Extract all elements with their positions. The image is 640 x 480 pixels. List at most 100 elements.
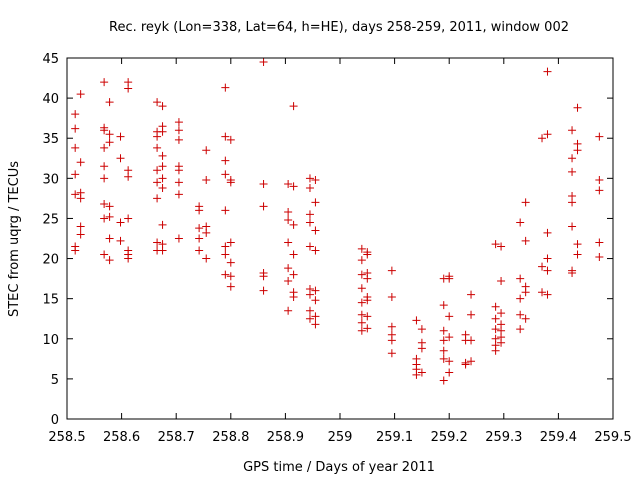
data-point (202, 175, 211, 184)
data-point (412, 354, 421, 363)
data-point (174, 118, 183, 127)
x-tick-label: 259.2 (431, 430, 468, 445)
data-point (202, 254, 211, 263)
data-point (100, 214, 109, 223)
data-point (357, 284, 366, 293)
data-point (417, 325, 426, 334)
data-point (100, 78, 109, 87)
data-point (153, 143, 162, 152)
data-point (543, 290, 552, 299)
data-point (543, 254, 552, 263)
data-point (538, 134, 547, 143)
data-point (71, 242, 80, 251)
data-point (124, 214, 133, 223)
data-point (595, 252, 604, 261)
data-point (363, 268, 372, 277)
data-point (153, 238, 162, 247)
y-tick-label: 30 (42, 172, 59, 187)
data-point (357, 310, 366, 319)
data-point (202, 222, 211, 231)
data-point (116, 154, 125, 163)
data-point (445, 333, 454, 342)
data-point (259, 286, 268, 295)
data-point (491, 240, 500, 249)
data-point (289, 182, 298, 191)
y-tick-label: 35 (42, 132, 59, 147)
data-point (174, 234, 183, 243)
data-point (497, 320, 506, 329)
data-point (259, 202, 268, 211)
data-point (568, 266, 577, 275)
x-tick-label: 258.5 (48, 430, 85, 445)
data-point (158, 220, 167, 229)
data-point (153, 194, 162, 203)
data-point (568, 191, 577, 200)
data-point (226, 272, 235, 281)
data-point (105, 130, 114, 139)
data-point (105, 256, 114, 265)
y-tick-label: 15 (42, 293, 59, 308)
y-tick-label: 45 (42, 52, 59, 67)
data-point (100, 143, 109, 152)
x-tick-label: 258.9 (267, 430, 304, 445)
data-point (76, 188, 85, 197)
data-point (100, 200, 109, 209)
data-point (467, 336, 476, 345)
data-point (116, 132, 125, 141)
data-point (221, 83, 230, 92)
data-point (568, 167, 577, 176)
data-point (311, 296, 320, 305)
x-tick-label: 259.5 (594, 430, 631, 445)
data-point (543, 266, 552, 275)
data-point (174, 126, 183, 135)
data-point (284, 216, 293, 225)
data-point (289, 250, 298, 259)
axis-ticks: 258.5 258.6 258.7 258.8 258.9 259 259.1 259.2 25… (42, 52, 631, 445)
data-point (305, 242, 314, 251)
data-point (439, 301, 448, 310)
data-point (305, 210, 314, 219)
data-point (445, 312, 454, 321)
y-tick-label: 40 (42, 92, 59, 107)
data-point (516, 310, 525, 319)
data-point (174, 135, 183, 144)
data-point (467, 310, 476, 319)
data-point (445, 357, 454, 366)
data-point (573, 139, 582, 148)
y-tick-label: 25 (42, 212, 59, 227)
data-point (305, 314, 314, 323)
y-axis-label: STEC from uqrg / TECUs (7, 161, 22, 317)
data-point (124, 78, 133, 87)
data-point (105, 234, 114, 243)
data-point (284, 277, 293, 286)
data-point (538, 288, 547, 297)
data-point (289, 270, 298, 279)
data-point (100, 162, 109, 171)
data-point (311, 312, 320, 321)
y-tick-label: 10 (42, 333, 59, 348)
data-point (76, 222, 85, 231)
data-point (311, 198, 320, 207)
data-point (467, 290, 476, 299)
data-point (158, 102, 167, 111)
data-point (387, 322, 396, 331)
data-point (174, 190, 183, 199)
data-point (491, 302, 500, 311)
data-point (226, 135, 235, 144)
data-point (284, 179, 293, 188)
data-point (195, 224, 204, 233)
data-point (71, 110, 80, 119)
data-point (305, 306, 314, 315)
data-point (497, 242, 506, 251)
data-point (289, 288, 298, 297)
data-point (595, 175, 604, 184)
data-point (284, 208, 293, 217)
data-point (195, 234, 204, 243)
data-point (153, 166, 162, 175)
data-point (116, 236, 125, 245)
data-point (71, 124, 80, 133)
data-point (226, 258, 235, 267)
data-point (491, 334, 500, 343)
data-point (153, 178, 162, 187)
data-point (445, 272, 454, 281)
